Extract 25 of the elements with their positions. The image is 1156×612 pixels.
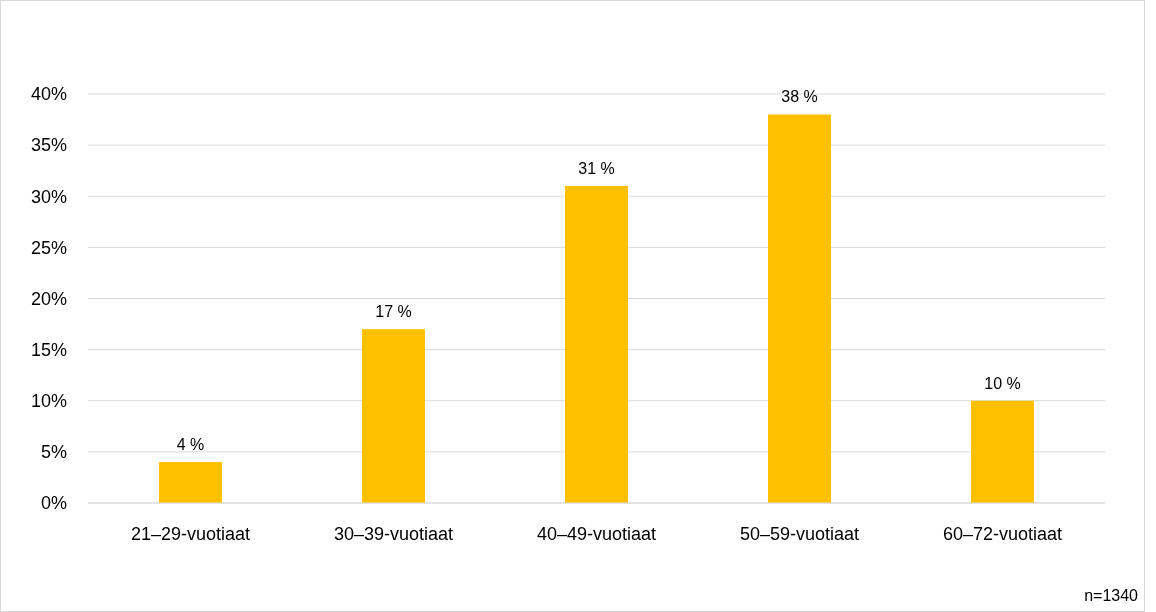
y-tick-label: 5% — [40, 442, 67, 463]
data-label: 10 % — [984, 374, 1021, 392]
bar — [565, 186, 628, 503]
data-label: 4 % — [176, 436, 205, 454]
y-tick-label: 25% — [30, 237, 67, 258]
text: n=1340 — [1084, 587, 1139, 604]
bar — [768, 114, 831, 503]
bar — [971, 400, 1034, 503]
data-label: 38 % — [781, 88, 818, 106]
data-label: 17 % — [375, 303, 412, 321]
data-label: 31 % — [578, 160, 615, 178]
x-tick-label: 21–29-vuotiaat — [130, 524, 251, 544]
x-tick-label: 30–39-vuotiaat — [333, 524, 454, 544]
y-tick-label: 10% — [30, 391, 67, 412]
y-tick-label: 0% — [40, 493, 67, 514]
y-tick-label: 20% — [30, 288, 67, 309]
y-tick-label: 30% — [30, 186, 67, 207]
x-tick-label: 50–59-vuotiaat — [739, 524, 860, 544]
x-tick-label: 40–49-vuotiaat — [536, 524, 657, 544]
y-tick-label: 35% — [30, 135, 67, 156]
y-tick-label: 40% — [30, 84, 67, 105]
x-tick-label: 60–72-vuotiaat — [942, 524, 1063, 544]
y-tick-label: 15% — [30, 339, 67, 360]
bar — [362, 329, 425, 503]
bar — [159, 462, 222, 503]
